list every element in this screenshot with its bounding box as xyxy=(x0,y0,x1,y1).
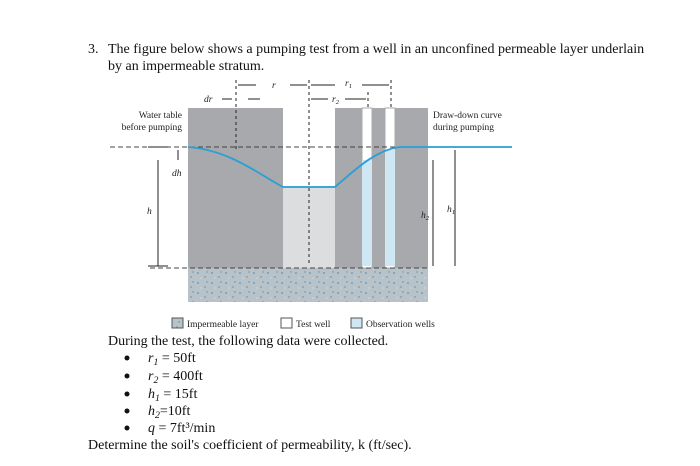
label: before pumping xyxy=(122,122,183,133)
soil xyxy=(188,108,283,268)
item: r2 = 400ft xyxy=(148,369,203,386)
intro: During the test, the following data were… xyxy=(108,334,388,349)
legend-swatch xyxy=(350,317,363,329)
subscript: 2 xyxy=(153,375,158,386)
label: r2 xyxy=(332,95,340,106)
question-end: Determine the soil's coefficient of perm… xyxy=(88,438,412,453)
symbol: r xyxy=(148,351,154,366)
soil xyxy=(372,108,385,268)
label: Water table xyxy=(139,111,182,121)
label: dr xyxy=(204,95,213,105)
impermeable-layer xyxy=(188,268,428,302)
item: h2=10ft xyxy=(148,404,190,421)
symbol: h xyxy=(447,205,452,215)
question-number: 3. xyxy=(88,42,99,57)
item: q = 7ft³/min xyxy=(148,421,215,436)
value: =10ft xyxy=(160,404,191,419)
well-water xyxy=(362,160,372,266)
label: h xyxy=(147,207,152,217)
label: dh xyxy=(172,169,182,179)
item: r1 = 50ft xyxy=(148,351,196,368)
item: h1 = 15ft xyxy=(148,387,197,404)
symbol: h xyxy=(148,404,155,419)
label: during pumping xyxy=(433,123,494,133)
subscript: 2 xyxy=(155,410,160,421)
symbol: h xyxy=(421,211,426,221)
dimension-lines xyxy=(148,80,456,267)
legend-swatch xyxy=(280,317,293,329)
symbol: q xyxy=(148,421,155,436)
legend-label: Impermeable layer xyxy=(187,320,259,330)
legend-swatch xyxy=(171,317,184,329)
legend-label: Observation wells xyxy=(366,320,435,330)
figure: Water table before pumping Draw-down cur… xyxy=(110,79,512,330)
subscript: 2 xyxy=(336,99,340,106)
value: = 7ft³/min xyxy=(155,421,215,436)
question-line: The figure below shows a pumping test fr… xyxy=(108,42,644,57)
label: r xyxy=(272,81,276,91)
soil xyxy=(395,108,428,268)
subscript: 1 xyxy=(452,209,455,216)
symbol: r xyxy=(332,95,336,105)
value: = 400ft xyxy=(158,369,203,384)
label: r1 xyxy=(345,79,352,90)
symbol: r xyxy=(148,369,154,384)
symbol: h xyxy=(148,387,155,402)
label: h1 xyxy=(447,205,455,216)
value: = 50ft xyxy=(158,351,196,366)
soil xyxy=(335,108,362,268)
question-line: by an impermeable stratum. xyxy=(108,59,264,74)
subscript: 1 xyxy=(155,393,160,404)
bullets xyxy=(124,355,130,431)
well-water xyxy=(385,150,395,266)
subscript: 2 xyxy=(426,215,430,222)
subscript: 1 xyxy=(153,357,158,368)
drawdown-curve xyxy=(187,146,512,188)
label: Draw-down curve xyxy=(433,111,502,121)
value: = 15ft xyxy=(160,387,198,402)
legend-label: Test well xyxy=(296,320,331,330)
symbol: r xyxy=(345,79,349,89)
label: h2 xyxy=(421,211,430,222)
subscript: 1 xyxy=(349,83,352,90)
